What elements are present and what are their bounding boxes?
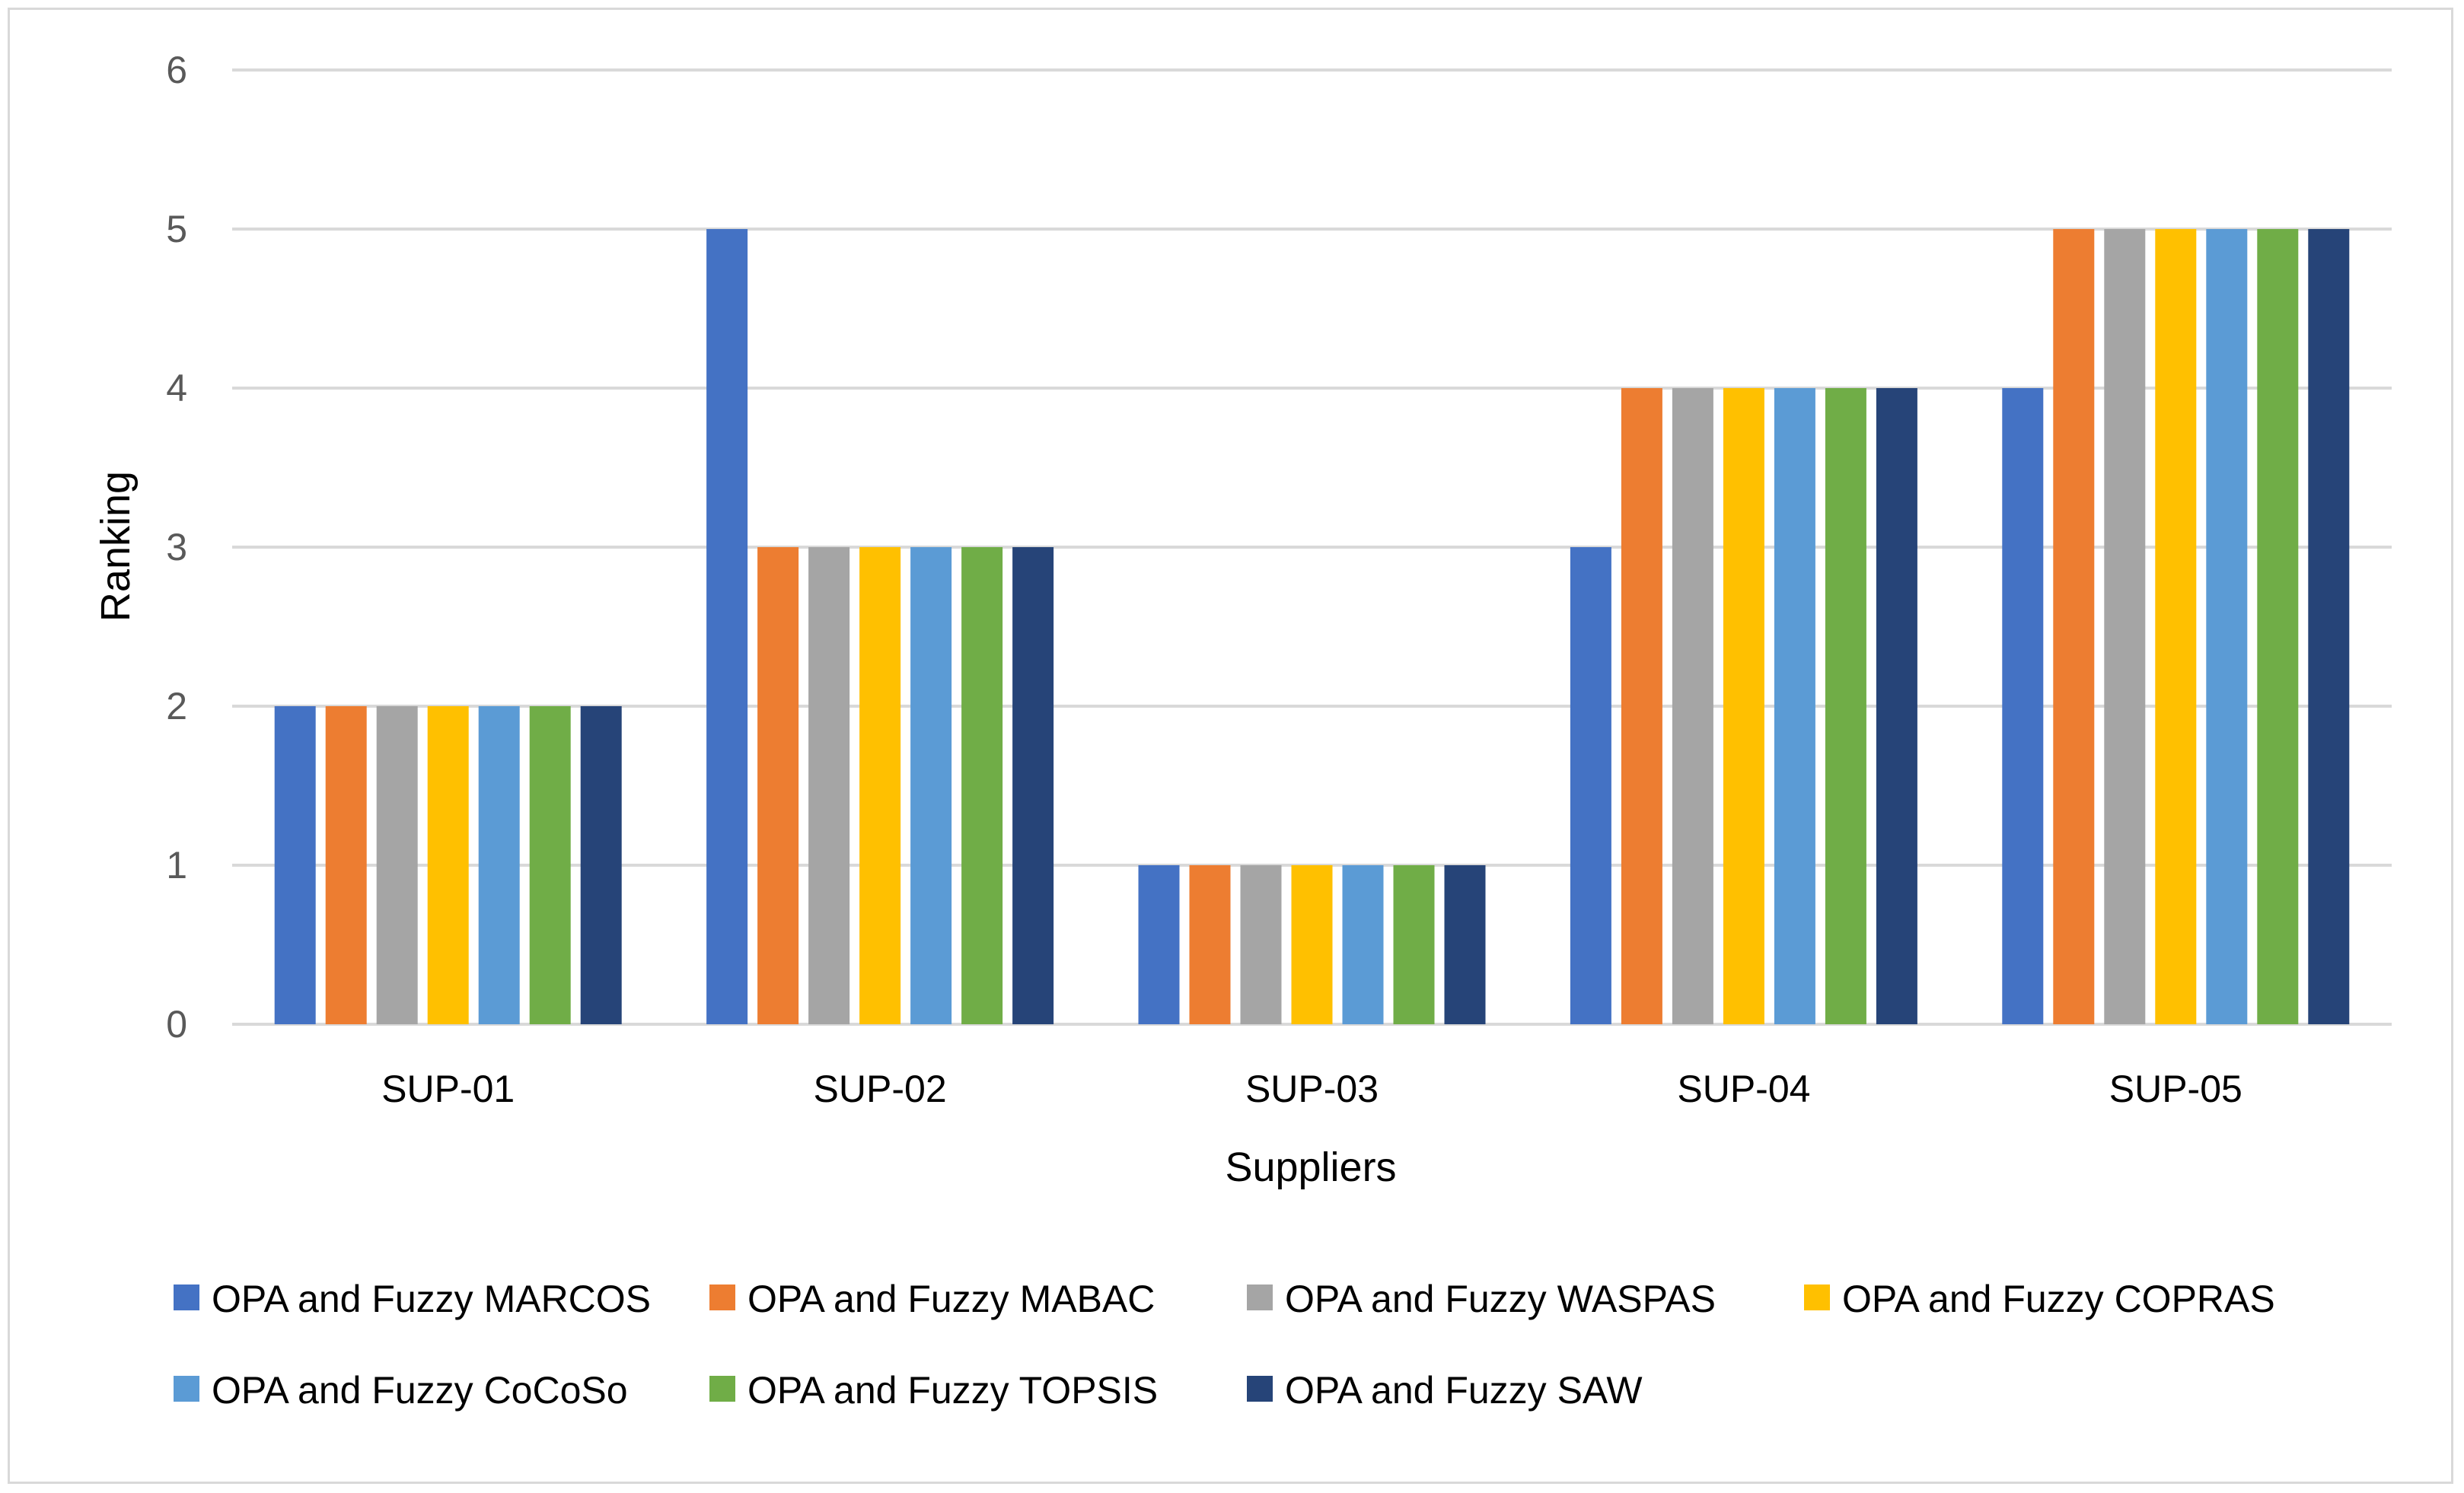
legend-label: OPA and Fuzzy COPRAS: [1842, 1278, 2275, 1320]
bar: [1393, 865, 1435, 1024]
y-tick-label: 6: [166, 49, 187, 91]
bar: [2308, 229, 2350, 1024]
y-tick-labels: 0 1 2 3 4 5 6: [166, 49, 187, 1046]
legend-label: OPA and Fuzzy SAW: [1285, 1369, 1643, 1412]
y-axis-title: Ranking: [93, 471, 139, 622]
legend-swatch: [174, 1284, 199, 1310]
legend-label: OPA and Fuzzy MARCOS: [212, 1278, 651, 1320]
bar: [529, 706, 571, 1024]
legend-swatch: [1247, 1284, 1273, 1310]
x-category-label: SUP-03: [1245, 1068, 1379, 1110]
legend-item: OPA and Fuzzy SAW: [1247, 1369, 1643, 1412]
y-tick-label: 5: [166, 208, 187, 250]
x-category-label: SUP-01: [381, 1068, 515, 1110]
bar: [1342, 865, 1384, 1024]
bar: [808, 547, 850, 1024]
bar: [757, 547, 799, 1024]
legend-item: OPA and Fuzzy COPRAS: [1804, 1278, 2275, 1320]
y-tick-label: 0: [166, 1003, 187, 1046]
legend-swatch: [1247, 1376, 1273, 1402]
bar: [274, 706, 316, 1024]
legend-swatch: [709, 1376, 735, 1402]
x-category-labels: SUP-01 SUP-02 SUP-03 SUP-04 SUP-05: [381, 1068, 2242, 1110]
legend: OPA and Fuzzy MARCOS OPA and Fuzzy MABAC O…: [174, 1278, 2275, 1412]
bar: [1570, 547, 1611, 1024]
bar: [2155, 229, 2197, 1024]
bar: [325, 706, 367, 1024]
bar: [1672, 388, 1713, 1024]
legend-label: OPA and Fuzzy WASPAS: [1285, 1278, 1716, 1320]
x-category-label: SUP-05: [2109, 1068, 2242, 1110]
bar: [2002, 388, 2044, 1024]
legend-label: OPA and Fuzzy TOPSIS: [747, 1369, 1158, 1412]
y-tick-label: 3: [166, 526, 187, 568]
bar: [1291, 865, 1333, 1024]
legend-item: OPA and Fuzzy MARCOS: [174, 1278, 651, 1320]
bar: [1444, 865, 1486, 1024]
bar: [1012, 547, 1054, 1024]
bar: [1189, 865, 1231, 1024]
legend-swatch: [174, 1376, 199, 1402]
bar: [1774, 388, 1815, 1024]
legend-item: OPA and Fuzzy TOPSIS: [709, 1369, 1158, 1412]
legend-item: OPA and Fuzzy MABAC: [709, 1278, 1155, 1320]
x-category-label: SUP-02: [814, 1068, 947, 1110]
bar: [1723, 388, 1764, 1024]
legend-label: OPA and Fuzzy CoCoSo: [212, 1369, 628, 1412]
bar: [1138, 865, 1180, 1024]
bar: [1621, 388, 1662, 1024]
bars: [274, 229, 2350, 1024]
bar: [910, 547, 952, 1024]
y-tick-label: 1: [166, 844, 187, 887]
y-tick-label: 4: [166, 367, 187, 409]
bar: [478, 706, 520, 1024]
bar: [2053, 229, 2095, 1024]
y-tick-label: 2: [166, 685, 187, 727]
bar: [427, 706, 469, 1024]
legend-label: OPA and Fuzzy MABAC: [747, 1278, 1155, 1320]
legend-item: OPA and Fuzzy WASPAS: [1247, 1278, 1716, 1320]
legend-swatch: [1804, 1284, 1830, 1310]
bar: [859, 547, 901, 1024]
legend-item: OPA and Fuzzy CoCoSo: [174, 1369, 628, 1412]
bar: [706, 229, 748, 1024]
bar: [2206, 229, 2248, 1024]
bar: [2104, 229, 2146, 1024]
bar: [2257, 229, 2299, 1024]
bar: [580, 706, 622, 1024]
bar: [1240, 865, 1282, 1024]
bar: [376, 706, 418, 1024]
bar: [961, 547, 1003, 1024]
x-axis-title: Suppliers: [1225, 1144, 1396, 1190]
bar: [1825, 388, 1866, 1024]
legend-swatch: [709, 1284, 735, 1310]
bar: [1876, 388, 1917, 1024]
x-category-label: SUP-04: [1677, 1068, 1810, 1110]
